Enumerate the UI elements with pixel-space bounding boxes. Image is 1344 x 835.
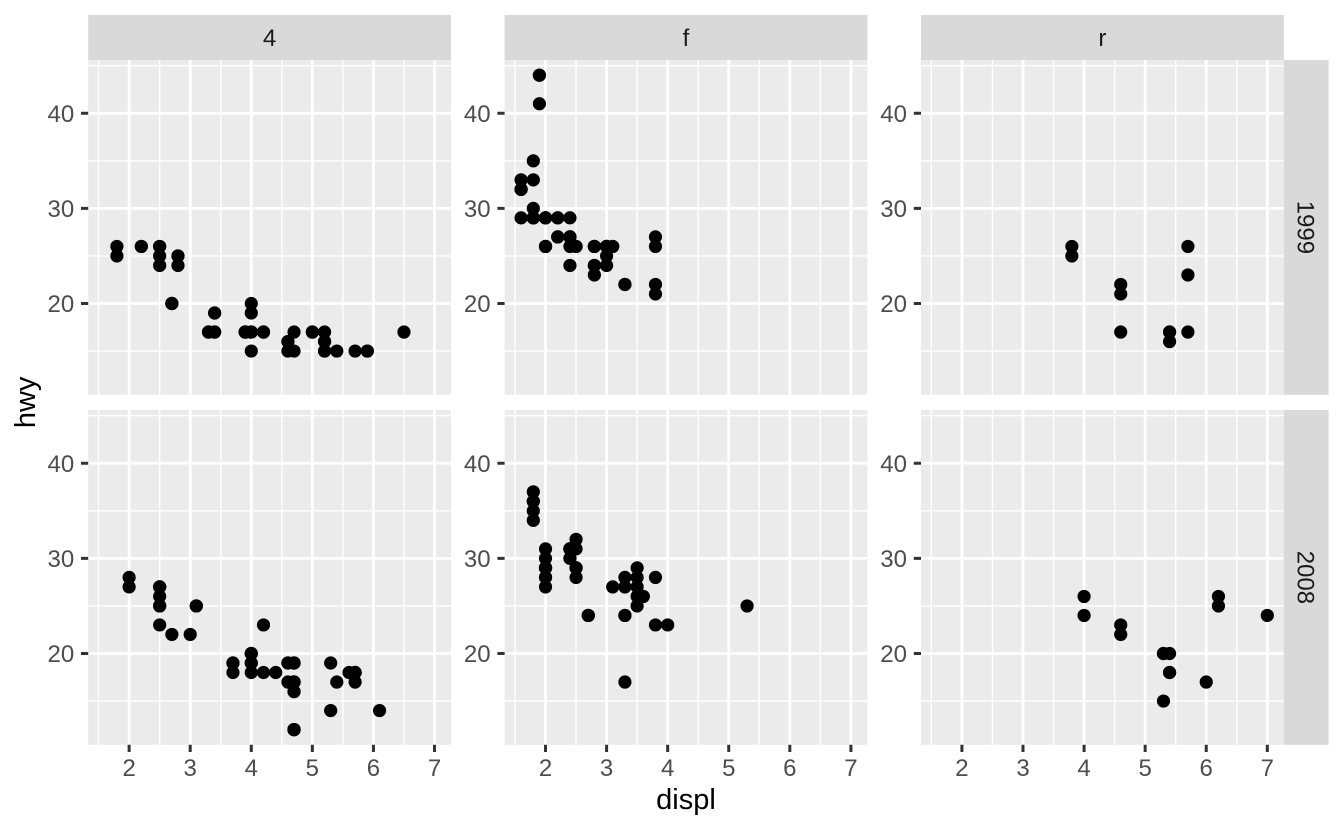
svg-text:5: 5 xyxy=(306,755,319,782)
svg-text:r: r xyxy=(1098,25,1106,52)
svg-text:4: 4 xyxy=(1077,755,1090,782)
svg-text:40: 40 xyxy=(880,451,907,478)
svg-text:2: 2 xyxy=(955,755,968,782)
svg-text:f: f xyxy=(683,25,690,52)
svg-text:3: 3 xyxy=(1016,755,1029,782)
svg-text:3: 3 xyxy=(184,755,197,782)
svg-text:40: 40 xyxy=(47,101,74,128)
svg-text:30: 30 xyxy=(464,196,491,223)
svg-text:7: 7 xyxy=(1261,755,1274,782)
svg-text:40: 40 xyxy=(464,451,491,478)
svg-text:6: 6 xyxy=(783,755,796,782)
svg-text:20: 20 xyxy=(880,291,907,318)
svg-text:4: 4 xyxy=(263,25,276,52)
svg-text:20: 20 xyxy=(880,641,907,668)
svg-text:1999: 1999 xyxy=(1292,201,1319,254)
svg-text:7: 7 xyxy=(428,755,441,782)
svg-text:6: 6 xyxy=(1200,755,1213,782)
svg-text:5: 5 xyxy=(1138,755,1151,782)
svg-text:7: 7 xyxy=(844,755,857,782)
svg-text:displ: displ xyxy=(656,784,716,816)
svg-text:20: 20 xyxy=(464,641,491,668)
svg-text:20: 20 xyxy=(47,641,74,668)
svg-text:20: 20 xyxy=(464,291,491,318)
svg-text:30: 30 xyxy=(880,546,907,573)
svg-text:2: 2 xyxy=(539,755,552,782)
svg-text:5: 5 xyxy=(722,755,735,782)
svg-text:6: 6 xyxy=(367,755,380,782)
svg-text:40: 40 xyxy=(880,101,907,128)
svg-text:3: 3 xyxy=(600,755,613,782)
svg-text:4: 4 xyxy=(661,755,674,782)
svg-text:hwy: hwy xyxy=(10,376,42,428)
svg-text:30: 30 xyxy=(47,196,74,223)
svg-text:30: 30 xyxy=(47,546,74,573)
svg-text:4: 4 xyxy=(245,755,258,782)
svg-text:2: 2 xyxy=(122,755,135,782)
svg-text:30: 30 xyxy=(464,546,491,573)
svg-text:20: 20 xyxy=(47,291,74,318)
svg-text:2008: 2008 xyxy=(1292,551,1319,604)
svg-text:40: 40 xyxy=(47,451,74,478)
svg-text:30: 30 xyxy=(880,196,907,223)
svg-text:40: 40 xyxy=(464,101,491,128)
